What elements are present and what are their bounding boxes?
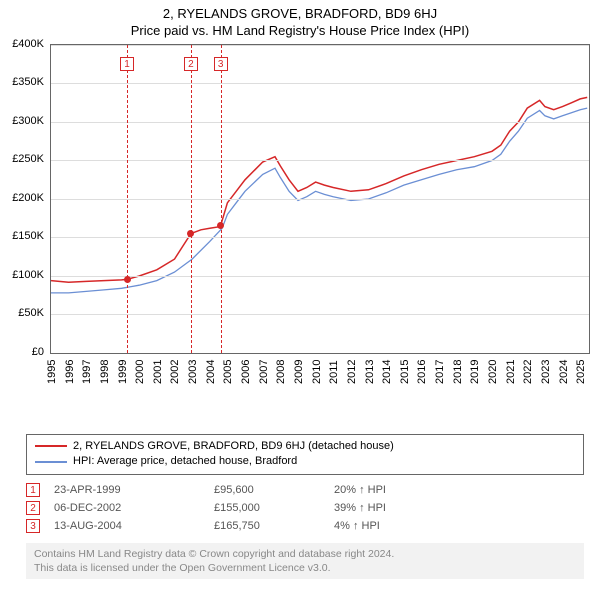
x-axis-label: 1996 (64, 359, 76, 383)
plot-area: 1 2 3 (50, 44, 590, 354)
sale-row-marker: 3 (26, 519, 40, 533)
sale-marker-line (191, 45, 192, 353)
x-axis-label: 2021 (505, 359, 517, 383)
x-axis-label: 2004 (205, 359, 217, 383)
x-axis-label: 1999 (117, 359, 129, 383)
attribution-line-1: Contains HM Land Registry data © Crown c… (34, 547, 576, 561)
legend-label: 2, RYELANDS GROVE, BRADFORD, BD9 6HJ (de… (73, 439, 394, 454)
x-axis-label: 2022 (522, 359, 534, 383)
y-axis-labels: £0£50K£100K£150K£200K£250K£300K£350K£400… (0, 44, 46, 354)
y-axis-label: £300K (12, 115, 44, 127)
sale-row-price: £165,750 (214, 520, 334, 532)
sale-marker-dot (124, 276, 131, 283)
sale-row-date: 13-AUG-2004 (54, 520, 214, 532)
x-axis-label: 2001 (152, 359, 164, 383)
sale-row-marker: 2 (26, 501, 40, 515)
y-axis-label: £0 (32, 346, 44, 358)
gridline (51, 160, 589, 161)
series-line (51, 97, 587, 282)
x-axis-label: 2011 (328, 360, 340, 384)
attribution-box: Contains HM Land Registry data © Crown c… (26, 543, 584, 579)
x-axis-label: 2005 (222, 359, 234, 383)
x-axis-label: 2014 (381, 359, 393, 383)
x-axis-label: 2012 (346, 359, 358, 383)
x-axis-label: 2025 (575, 359, 587, 383)
x-axis-label: 1998 (99, 359, 111, 383)
y-axis-label: £350K (12, 76, 44, 88)
sale-row: 2 06-DEC-2002£155,00039% ↑ HPI (26, 499, 584, 517)
sale-marker-line (221, 45, 222, 353)
x-axis-label: 2015 (399, 359, 411, 383)
sale-row-delta: 39% ↑ HPI (334, 502, 584, 514)
x-axis-label: 1995 (46, 359, 58, 383)
sales-table: 1 23-APR-1999£95,60020% ↑ HPI 2 06-DEC-2002… (26, 481, 584, 535)
sale-row-price: £155,000 (214, 502, 334, 514)
gridline (51, 83, 589, 84)
legend-label: HPI: Average price, detached house, Brad… (73, 454, 297, 469)
x-axis-label: 2000 (134, 359, 146, 383)
y-axis-label: £100K (12, 269, 44, 281)
sale-row: 1 23-APR-1999£95,60020% ↑ HPI (26, 481, 584, 499)
sale-row-price: £95,600 (214, 484, 334, 496)
gridline (51, 237, 589, 238)
y-axis-label: £50K (18, 307, 44, 319)
x-axis-label: 2017 (434, 359, 446, 383)
x-axis-label: 2013 (364, 359, 376, 383)
chart-area: £0£50K£100K£150K£200K£250K£300K£350K£400… (50, 44, 590, 384)
sale-marker-dot (217, 222, 224, 229)
attribution-line-2: This data is licensed under the Open Gov… (34, 561, 576, 575)
gridline (51, 276, 589, 277)
x-axis-label: 2002 (169, 359, 181, 383)
sale-row-delta: 20% ↑ HPI (334, 484, 584, 496)
gridline (51, 122, 589, 123)
legend-swatch (35, 445, 67, 447)
sale-row-date: 06-DEC-2002 (54, 502, 214, 514)
sale-marker-label: 2 (184, 57, 198, 71)
x-axis-label: 2018 (452, 359, 464, 383)
gridline (51, 45, 589, 46)
y-axis-label: £400K (12, 38, 44, 50)
x-axis-label: 1997 (81, 359, 93, 383)
y-axis-label: £200K (12, 192, 44, 204)
sale-row-date: 23-APR-1999 (54, 484, 214, 496)
x-axis-label: 2024 (558, 359, 570, 383)
legend-item: 2, RYELANDS GROVE, BRADFORD, BD9 6HJ (de… (35, 439, 575, 454)
gridline (51, 199, 589, 200)
legend-item: HPI: Average price, detached house, Brad… (35, 454, 575, 469)
x-axis-label: 2006 (240, 359, 252, 383)
x-axis-label: 2020 (487, 359, 499, 383)
chart-page: 2, RYELANDS GROVE, BRADFORD, BD9 6HJ Pri… (0, 0, 600, 590)
gridline (51, 314, 589, 315)
sale-marker-line (127, 45, 128, 353)
sale-row-delta: 4% ↑ HPI (334, 520, 584, 532)
chart-title: 2, RYELANDS GROVE, BRADFORD, BD9 6HJ (0, 0, 600, 23)
x-axis-label: 2008 (275, 359, 287, 383)
y-axis-label: £150K (12, 230, 44, 242)
x-axis-label: 2023 (540, 359, 552, 383)
sale-marker-label: 3 (214, 57, 228, 71)
sale-row-marker: 1 (26, 483, 40, 497)
sale-marker-label: 1 (120, 57, 134, 71)
x-axis-labels: 1995199619971998199920002001200220032004… (50, 354, 590, 384)
x-axis-label: 2003 (187, 359, 199, 383)
legend-swatch (35, 461, 67, 463)
x-axis-label: 2016 (416, 359, 428, 383)
x-axis-label: 2019 (469, 359, 481, 383)
x-axis-label: 2007 (258, 359, 270, 383)
chart-subtitle: Price paid vs. HM Land Registry's House … (0, 23, 600, 44)
x-axis-label: 2009 (293, 359, 305, 383)
sale-row: 3 13-AUG-2004£165,7504% ↑ HPI (26, 517, 584, 535)
legend-box: 2, RYELANDS GROVE, BRADFORD, BD9 6HJ (de… (26, 434, 584, 475)
x-axis-label: 2010 (311, 359, 323, 383)
y-axis-label: £250K (12, 153, 44, 165)
